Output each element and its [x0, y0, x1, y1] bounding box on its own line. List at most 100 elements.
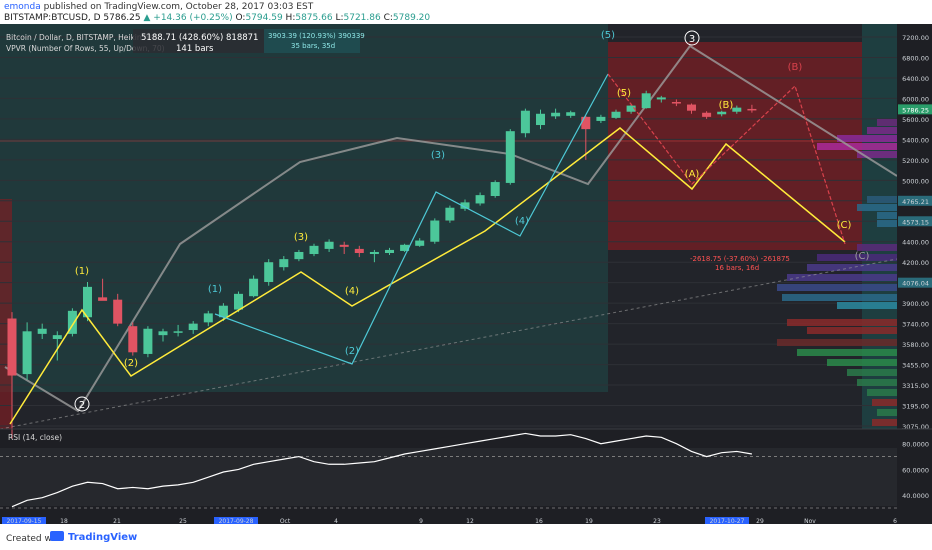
wave-circle [74, 396, 90, 412]
last-price-label: 5786.25 [902, 106, 929, 114]
candle-body [143, 328, 153, 354]
rsi-tick-label: 60.0000 [902, 466, 929, 474]
rsi-band [0, 448, 897, 506]
candle-body [218, 305, 228, 318]
x-tick-label: 4 [334, 518, 338, 524]
wave-label: (C) [837, 220, 852, 231]
x-tick-label: 12 [466, 518, 474, 524]
volume-profile-bar [857, 151, 897, 158]
rsi-tick-label: 80.0000 [902, 441, 929, 449]
x-tick-label: 16 [535, 518, 543, 524]
wave-label: (3) [431, 150, 445, 161]
x-tick-label: 23 [653, 518, 661, 524]
candle-body [264, 262, 274, 283]
candle-body [460, 202, 470, 209]
x-tick-label: Nov [804, 518, 816, 524]
measure-2-line-2: 35 bars, 35d [291, 42, 335, 50]
volume-profile-bar [867, 127, 897, 134]
candle-body [385, 249, 394, 253]
open-label: O: [235, 13, 246, 23]
wave-circle [684, 30, 700, 46]
candle-body [430, 220, 440, 242]
y-tick-label: 3455.00 [902, 362, 929, 370]
candle-body [294, 251, 304, 260]
x-tick-label: 6 [893, 518, 897, 524]
volume-profile-bar [867, 389, 897, 396]
candle-body [490, 182, 500, 196]
price-level-tag [898, 195, 932, 206]
candle-body [369, 251, 379, 255]
candle-body [37, 328, 47, 334]
candle-body [339, 244, 349, 247]
volume-profile-bar [777, 284, 897, 291]
y-tick-label: 4573.15 [902, 218, 929, 226]
candle-body [309, 245, 319, 255]
candle-body [536, 113, 545, 126]
candle-body [641, 93, 651, 109]
candle-body [596, 116, 606, 121]
wave-label: (1) [208, 284, 222, 295]
price-chart[interactable]: (1) (2) (3) (4) (5) (A) (B) (C) (1) (2) (3) (4) (5) (… [0, 24, 932, 524]
measure-1-line-1: 5188.71 (428.60%) 818871 [141, 33, 258, 43]
symbol-label: BITSTAMP:BTCUSD, D [4, 13, 101, 23]
candle-body [415, 240, 425, 246]
measure-3-line-2: 16 bars, 16d [715, 264, 759, 272]
x-tick-label: 19 [585, 518, 593, 524]
volume-profile-bar [787, 319, 897, 326]
rsi-line [11, 432, 753, 508]
uptrend-zone [0, 24, 608, 392]
teal-wave-line [214, 73, 609, 365]
wave-label: (5) [617, 88, 631, 99]
y-tick-label: 5200.00 [902, 157, 929, 165]
volume-profile-bar [867, 196, 897, 203]
x-tick-label: 25 [179, 518, 187, 524]
volume-profile-bar [817, 143, 897, 150]
y-tick-label: 5000.00 [902, 177, 929, 185]
time-axis-panel [0, 517, 932, 524]
y-tick-label: 6800.00 [902, 54, 929, 62]
high-label: H: [285, 13, 296, 23]
ohlc-line: BITSTAMP:BTCUSD, D 5786.25 ▲ +14.36 (+0.… [4, 13, 430, 23]
y-tick-label: 4200.00 [902, 259, 929, 267]
indicator-title: VPVR (Number Of Rows, 55, Up/Down, 70) [6, 44, 165, 53]
candle-body [22, 331, 32, 375]
volume-profile-bar [857, 379, 897, 386]
tradingview-brand[interactable]: TradingView [50, 531, 137, 543]
wave-label: (4) [345, 286, 359, 297]
left-red-zone [0, 199, 12, 429]
low-value: 5721.86 [343, 13, 381, 23]
candle-body [717, 111, 727, 115]
price-level-tag [898, 216, 932, 227]
measure-2-line-1: 3903.39 (120.93%) 390339 [268, 32, 365, 40]
x-tick-label: 2017-09-15 [7, 518, 42, 524]
candle-body [234, 293, 243, 310]
date-tag [705, 517, 749, 524]
candle-body [98, 297, 108, 301]
created-with-label: Created with [6, 534, 64, 544]
publisher-name[interactable]: emonda [4, 2, 41, 12]
trend-channel-line [4, 44, 898, 413]
wave-label: (A) [685, 169, 700, 180]
x-tick-label: 21 [113, 518, 121, 524]
volume-profile-bar [847, 369, 897, 376]
rsi-title: RSI (14, close) [8, 433, 62, 442]
red-wave-line [607, 73, 846, 245]
volume-profile-bar [872, 399, 897, 406]
candle-body [732, 107, 742, 112]
candle-body [581, 116, 591, 130]
candle-body [566, 112, 576, 116]
volume-profile-bar [777, 339, 897, 346]
volume-profile-bar [877, 119, 897, 126]
candle-body [475, 195, 485, 204]
candle-body [354, 248, 364, 253]
y-tick-label: 3075.00 [902, 423, 929, 431]
y-tick-label: 6400.00 [902, 75, 929, 83]
x-tick-label: 9 [419, 518, 423, 524]
wave-label: (C) [855, 251, 870, 262]
volume-profile-bar [857, 244, 897, 251]
wave-label: (5) [601, 30, 615, 41]
candle-body [128, 326, 138, 353]
volume-profile-bar [877, 220, 897, 227]
volume-profile-bar [827, 359, 897, 366]
last-price: 5786.25 [103, 13, 141, 23]
